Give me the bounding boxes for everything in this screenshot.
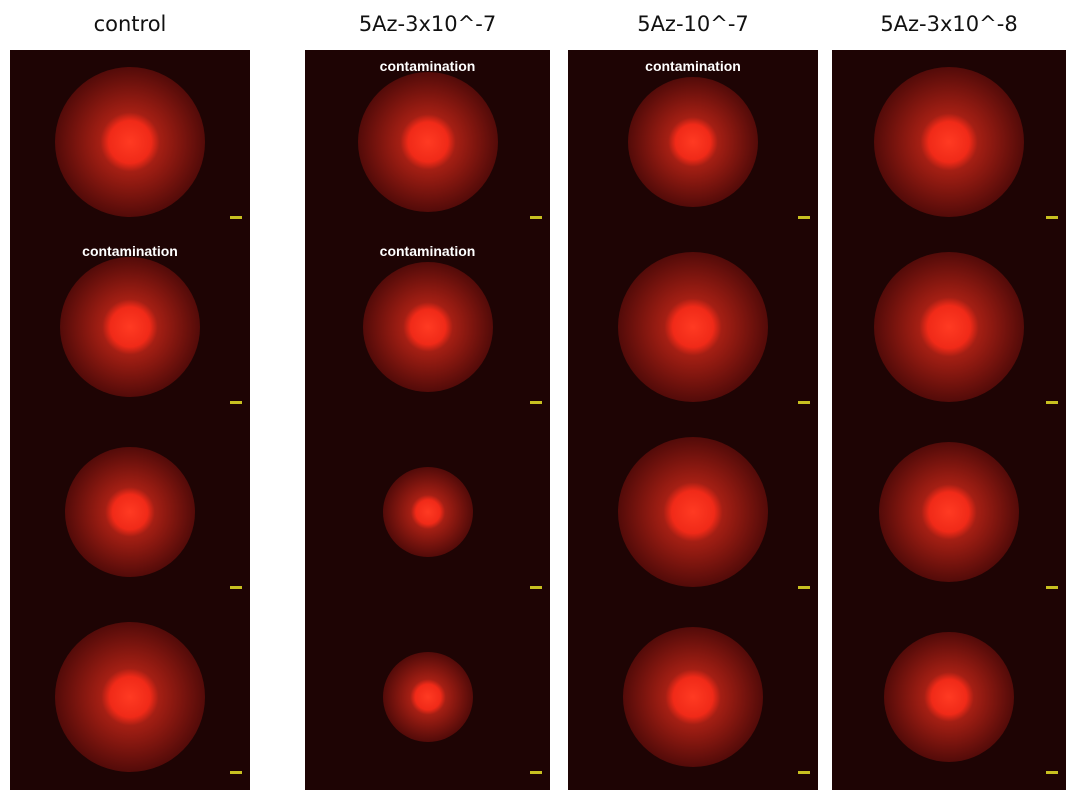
spheroid	[623, 627, 763, 767]
image-column: 5Az-3x10^-7 contamination contamination	[305, 0, 550, 790]
micrograph: contamination	[10, 235, 250, 420]
scale-bar	[530, 586, 542, 589]
panel-label: contamination	[305, 58, 550, 74]
spheroid	[618, 437, 768, 587]
image-column: control contamination	[10, 0, 250, 790]
spheroid	[618, 252, 768, 402]
micrograph	[10, 420, 250, 605]
spheroid	[383, 652, 473, 742]
spheroid	[65, 447, 195, 577]
micrograph: contamination	[305, 235, 550, 420]
scale-bar	[798, 216, 810, 219]
scale-bar	[530, 401, 542, 404]
micrograph	[832, 420, 1066, 605]
scale-bar	[1046, 401, 1058, 404]
spheroid	[55, 622, 205, 772]
panel-label: contamination	[305, 243, 550, 259]
spheroid	[55, 67, 205, 217]
spheroid	[874, 252, 1024, 402]
panel-label: contamination	[10, 243, 250, 259]
spheroid	[363, 262, 493, 392]
spheroid	[358, 72, 498, 212]
figure: (() => { const data = JSON.parse(documen…	[0, 0, 1066, 790]
scale-bar	[1046, 216, 1058, 219]
micrograph	[305, 420, 550, 605]
micrograph	[832, 235, 1066, 420]
spheroid	[628, 77, 758, 207]
micrograph: contamination	[305, 50, 550, 235]
spheroid	[884, 632, 1014, 762]
micrograph	[10, 605, 250, 790]
scale-bar	[230, 586, 242, 589]
micrograph	[832, 605, 1066, 790]
column-header: 5Az-3x10^-8	[832, 12, 1066, 36]
spheroid	[60, 257, 200, 397]
column-header: 5Az-3x10^-7	[305, 12, 550, 36]
scale-bar	[230, 216, 242, 219]
scale-bar	[798, 586, 810, 589]
scale-bar	[1046, 771, 1058, 774]
column-header: control	[10, 12, 250, 36]
panel-label: contamination	[568, 58, 818, 74]
micrograph	[568, 235, 818, 420]
micrograph	[832, 50, 1066, 235]
spheroid	[383, 467, 473, 557]
column-header: 5Az-10^-7	[568, 12, 818, 36]
image-column: 5Az-10^-7 contamination	[568, 0, 818, 790]
micrograph	[568, 420, 818, 605]
scale-bar	[230, 401, 242, 404]
micrograph	[568, 605, 818, 790]
micrograph	[305, 605, 550, 790]
scale-bar	[530, 216, 542, 219]
scale-bar	[530, 771, 542, 774]
scale-bar	[798, 771, 810, 774]
spheroid	[874, 67, 1024, 217]
spheroid	[879, 442, 1019, 582]
scale-bar	[230, 771, 242, 774]
micrograph	[10, 50, 250, 235]
scale-bar	[1046, 586, 1058, 589]
scale-bar	[798, 401, 810, 404]
micrograph: contamination	[568, 50, 818, 235]
image-column: 5Az-3x10^-8	[832, 0, 1066, 790]
